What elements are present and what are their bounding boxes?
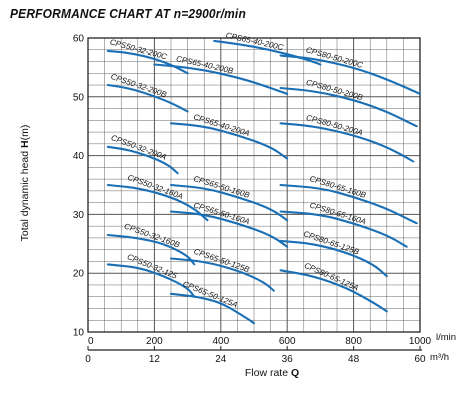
curve-cps65-40-200a (169, 122, 289, 160)
curve-cps65-50-160b (169, 183, 289, 222)
x-axis-label: Flow rate Q (245, 367, 299, 379)
curve-cps50-32-200c (106, 49, 189, 75)
x-tick-label-top: 0 (88, 336, 94, 347)
y-tick-label: 50 (73, 92, 85, 103)
plot-frame (87, 37, 421, 333)
curve-cps80-50-200b (279, 86, 418, 128)
curve-cps80-65-160b (279, 183, 418, 225)
curve-cps80-65-160a (279, 210, 408, 248)
curve-label: CPS50-32-160A (126, 173, 184, 201)
curve-label: CPS50-32-200C (109, 37, 168, 61)
curve-cps80-50-200c (279, 54, 422, 95)
curve-cps50-32-200a (106, 145, 179, 175)
curve-cps50-32-125 (106, 263, 196, 298)
y-tick-label: 20 (73, 269, 85, 280)
x-unit-bottom: m³/h (430, 352, 449, 363)
x-tick-label-bottom: 0 (85, 354, 91, 365)
x-tick-label-top: 600 (279, 336, 296, 347)
curve-label: CPS65-50-125A (181, 279, 238, 309)
curve-label: CPS65-40-200A (192, 112, 250, 138)
curve-cps65-50-125b (169, 257, 275, 292)
curve-cps65-50-125a (169, 292, 256, 325)
x-tick-label-bottom: 12 (149, 354, 161, 365)
curve-label: CPS80-50-200A (305, 113, 364, 137)
y-tick-label: 60 (73, 34, 85, 45)
curve-label: CPS50-32-160B (123, 222, 182, 250)
series-curves (106, 39, 422, 325)
y-axis-label: Total dynamic head H(m) (19, 125, 31, 242)
x-tick-label-bottom: 48 (348, 354, 360, 365)
x-tick-label-top: 400 (212, 336, 229, 347)
curve-label: CPS80-65-125B (302, 229, 361, 257)
chart-title: PERFORMANCE CHART AT n=2900r/min (10, 6, 246, 21)
curve-cps80-65-125a (279, 269, 388, 313)
x-tick-label-top: 800 (345, 336, 362, 347)
y-tick-label: 30 (73, 210, 85, 221)
curve-label: CPS80-50-200B (305, 78, 364, 103)
curve-cps65-40-200c (213, 39, 322, 66)
curve-cps65-40-200b (153, 63, 289, 95)
curve-cps80-50-200a (279, 122, 415, 163)
curve-cps50-32-200b (106, 83, 189, 113)
x-tick-label-bottom: 24 (215, 354, 227, 365)
x-tick-label-bottom: 60 (414, 354, 426, 365)
x-unit-top: l/min (436, 332, 456, 343)
y-tick-label: 40 (73, 151, 85, 162)
curve-label: CPS80-50-200C (305, 45, 364, 70)
y-tick-label: 10 (73, 328, 85, 339)
curve-label: CPS65-50-160B (192, 174, 251, 200)
x-tick-label-bottom: 36 (282, 354, 294, 365)
x-tick-label-top: 1000 (409, 336, 432, 347)
curve-cps80-65-125b (279, 239, 388, 278)
curve-label: CPS65-40-200C (225, 31, 284, 53)
x-tick-label-top: 200 (146, 336, 163, 347)
curve-label: CPS80-65-160B (309, 174, 368, 200)
curve-label: CPS80-65-160A (309, 200, 367, 226)
